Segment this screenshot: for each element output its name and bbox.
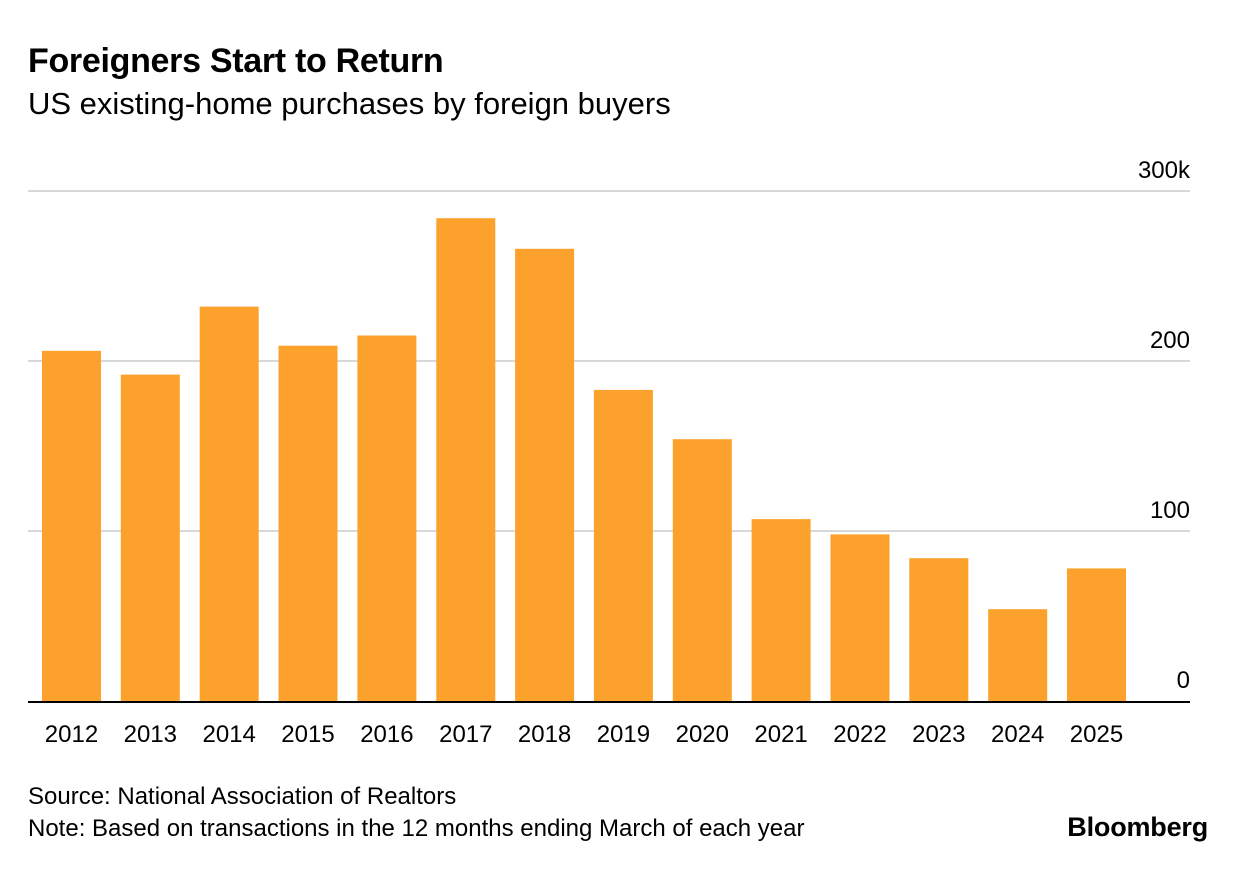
y-tick-labels: 0 100 200 300k — [1138, 157, 1191, 694]
x-tick-label: 2015 — [281, 721, 334, 748]
bar-2013 — [120, 374, 180, 701]
x-tick-label: 2018 — [518, 721, 571, 748]
x-tick-label: 2012 — [45, 721, 98, 748]
bar-2022 — [830, 534, 890, 701]
bar-2023 — [909, 558, 969, 701]
x-tick-label: 2022 — [833, 721, 886, 748]
bars — [42, 218, 1126, 702]
bar-2014 — [199, 306, 259, 701]
x-tick-label: 2023 — [912, 721, 965, 748]
x-tick-labels: 2012 2013 2014 2015 2016 2017 2018 2019 2020 2021… — [45, 721, 1123, 748]
bar-2019 — [593, 389, 653, 701]
methodology-note: Note: Based on transactions in the 12 mo… — [28, 815, 805, 842]
bar-2018 — [515, 248, 575, 702]
x-tick-label: 2019 — [597, 721, 650, 748]
x-tick-label: 2014 — [203, 721, 256, 748]
x-tick-label: 2013 — [124, 721, 177, 748]
bar-2015 — [278, 345, 338, 701]
x-tick-label: 2024 — [991, 721, 1044, 748]
bar-2016 — [357, 335, 417, 701]
y-tick-label: 200 — [1150, 327, 1190, 354]
bar-2021 — [751, 519, 811, 701]
chart-subtitle: US existing-home purchases by foreign bu… — [28, 86, 671, 121]
x-tick-label: 2021 — [754, 721, 807, 748]
bar-2020 — [672, 439, 732, 701]
y-tick-label: 100 — [1150, 497, 1190, 524]
bar-2024 — [988, 609, 1048, 701]
bar-2025 — [1067, 568, 1126, 701]
source-note: Source: National Association of Realtors — [28, 783, 457, 810]
chart-title: Foreigners Start to Return — [28, 42, 444, 80]
x-tick-label: 2025 — [1070, 721, 1123, 748]
bloomberg-logo: Bloomberg — [1067, 812, 1208, 842]
y-tick-label: 300k — [1138, 157, 1191, 184]
bar-2012 — [42, 350, 101, 701]
y-tick-label: 0 — [1177, 667, 1190, 694]
x-tick-label: 2016 — [360, 721, 413, 748]
x-tick-label: 2020 — [676, 721, 729, 748]
bar-2017 — [436, 218, 496, 701]
x-tick-label: 2017 — [439, 721, 492, 748]
